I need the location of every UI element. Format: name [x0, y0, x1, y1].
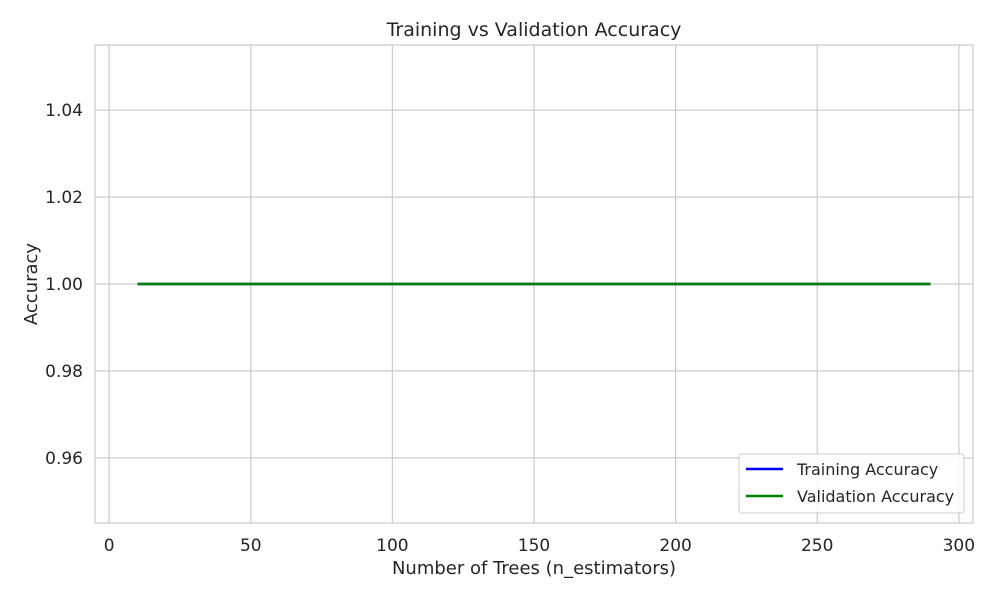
- x-tick-label: 50: [240, 536, 262, 556]
- y-tick-label: 1.04: [45, 101, 83, 121]
- y-axis-label: Accuracy: [21, 243, 42, 326]
- x-tick-labels: 0 50 100 150 200 250 300: [104, 536, 975, 556]
- x-tick-label: 150: [518, 536, 550, 556]
- y-tick-label: 1.02: [45, 188, 83, 208]
- x-tick-label: 200: [659, 536, 691, 556]
- x-axis-label: Number of Trees (n_estimators): [392, 558, 676, 579]
- x-tick-label: 100: [376, 536, 408, 556]
- plot-frame: [94, 44, 974, 524]
- y-tick-label: 0.98: [45, 362, 83, 382]
- y-tick-labels: 0.96 0.98 1.00 1.02 1.04: [45, 101, 83, 469]
- x-tick-label: 300: [943, 536, 975, 556]
- y-tick-label: 1.00: [45, 275, 83, 295]
- legend-label-training-accuracy: Training Accuracy: [796, 460, 938, 479]
- legend: Training Accuracy Validation Accuracy: [738, 453, 965, 514]
- y-tick-label: 0.96: [45, 449, 83, 469]
- legend-box: [738, 453, 965, 514]
- x-tick-label: 0: [104, 536, 115, 556]
- chart-title: Training vs Validation Accuracy: [386, 19, 682, 41]
- x-tick-label: 250: [801, 536, 833, 556]
- legend-label-validation-accuracy: Validation Accuracy: [797, 487, 954, 506]
